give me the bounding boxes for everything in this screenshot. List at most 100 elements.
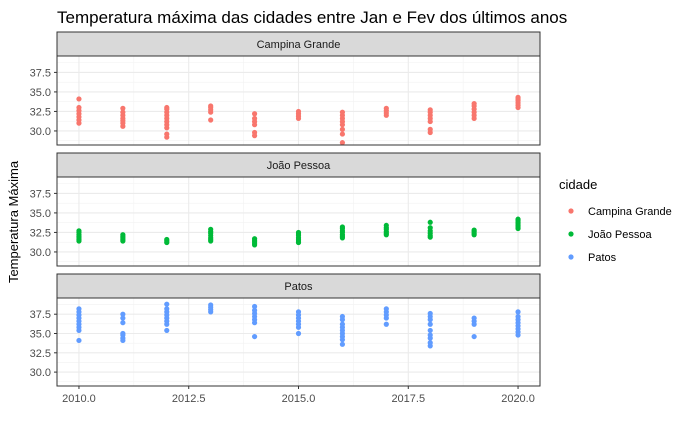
data-point	[427, 219, 433, 225]
y-tick-label: 35.0	[30, 208, 51, 220]
y-tick-label: 37.5	[30, 67, 51, 79]
data-point	[427, 332, 433, 338]
data-point	[164, 306, 170, 312]
data-point	[251, 129, 258, 136]
x-tick-label: 2010.0	[62, 393, 96, 405]
facet-strip-label: João Pessoa	[267, 160, 331, 172]
data-point	[208, 226, 214, 232]
panel-border	[56, 55, 541, 146]
data-point	[383, 321, 389, 327]
panel-border	[56, 176, 541, 267]
data-point	[251, 111, 258, 117]
data-point	[76, 96, 82, 102]
data-point	[339, 131, 346, 137]
data-point	[76, 337, 82, 344]
facet-strip	[56, 273, 541, 299]
data-point	[208, 103, 214, 109]
data-point	[427, 327, 433, 334]
data-point	[120, 315, 126, 321]
data-point	[251, 303, 258, 310]
data-point	[383, 306, 389, 312]
data-point	[120, 330, 126, 337]
data-point	[164, 327, 170, 334]
legend-label: Patos	[588, 252, 617, 264]
y-tick-label: 37.5	[30, 309, 51, 321]
legend-label: João Pessoa	[588, 229, 652, 241]
facet-strip	[56, 152, 541, 178]
data-point	[427, 321, 433, 327]
data-point	[427, 126, 433, 132]
data-point	[339, 140, 346, 146]
data-point	[295, 108, 302, 115]
y-tick-label: 32.5	[30, 348, 51, 360]
legend-key	[568, 208, 574, 214]
data-point	[164, 236, 170, 243]
data-point	[295, 229, 302, 236]
x-tick-label: 2020.0	[501, 393, 535, 405]
data-point	[383, 105, 389, 111]
data-point	[164, 131, 170, 137]
facet-strip-label: Patos	[284, 281, 313, 293]
data-point	[251, 236, 258, 242]
y-tick-label: 30.0	[30, 126, 51, 138]
facet-strip-label: Campina Grande	[257, 39, 341, 51]
facet-panel: Patos 30.0 32.5 35.0 37.5	[30, 273, 541, 387]
data-point	[120, 232, 126, 238]
data-point	[427, 310, 433, 317]
data-point	[339, 321, 346, 327]
data-point	[164, 104, 170, 111]
facet-strip	[56, 31, 541, 57]
facet-panel: João Pessoa 30.0 32.5 35.0 37.5	[30, 152, 541, 267]
y-tick-label: 35.0	[30, 87, 51, 99]
data-point	[471, 333, 477, 340]
data-point	[164, 301, 170, 307]
data-point	[120, 105, 126, 111]
data-point	[471, 101, 477, 107]
data-point	[339, 313, 346, 320]
legend-label: Campina Grande	[588, 206, 672, 218]
data-point	[427, 225, 433, 231]
data-point	[208, 302, 214, 308]
data-point	[295, 330, 302, 337]
data-point	[120, 320, 126, 326]
data-point	[515, 216, 521, 222]
data-point	[76, 104, 82, 111]
data-point	[251, 333, 258, 340]
y-tick-label: 30.0	[30, 367, 51, 379]
data-point	[427, 107, 433, 113]
chart-title: Temperatura máxima das cidades entre Jan…	[57, 8, 567, 27]
y-axis-title: Temperatura Máxima	[6, 160, 21, 283]
y-tick-label: 32.5	[30, 227, 51, 239]
legend: cidade Campina Grande João Pessoa Patos	[559, 177, 672, 264]
y-tick-label: 35.0	[30, 329, 51, 341]
x-tick-label: 2012.5	[172, 393, 206, 405]
data-point	[515, 309, 521, 315]
y-tick-label: 30.0	[30, 247, 51, 259]
data-point	[515, 94, 521, 100]
data-point	[76, 228, 82, 234]
x-tick-label: 2015.0	[282, 393, 316, 405]
data-point	[251, 115, 258, 122]
data-point	[295, 309, 302, 315]
data-point	[383, 222, 389, 229]
facet-panel: Campina Grande 30.0 32.5 35.0 37.5	[30, 31, 541, 146]
data-point	[339, 224, 346, 230]
data-point	[120, 311, 126, 317]
data-point	[120, 109, 126, 115]
data-point	[339, 109, 346, 115]
data-point	[339, 341, 346, 347]
data-point	[76, 306, 82, 312]
data-point	[208, 117, 214, 123]
x-tick-label: 2017.5	[391, 393, 425, 405]
legend-key	[568, 254, 574, 260]
data-point	[427, 340, 433, 346]
data-point	[515, 313, 521, 320]
legend-title: cidade	[559, 177, 597, 192]
y-tick-label: 32.5	[30, 106, 51, 118]
data-point	[339, 126, 346, 132]
legend-key	[568, 231, 574, 237]
y-tick-label: 37.5	[30, 188, 51, 200]
data-point	[471, 315, 477, 321]
data-point	[471, 227, 477, 233]
